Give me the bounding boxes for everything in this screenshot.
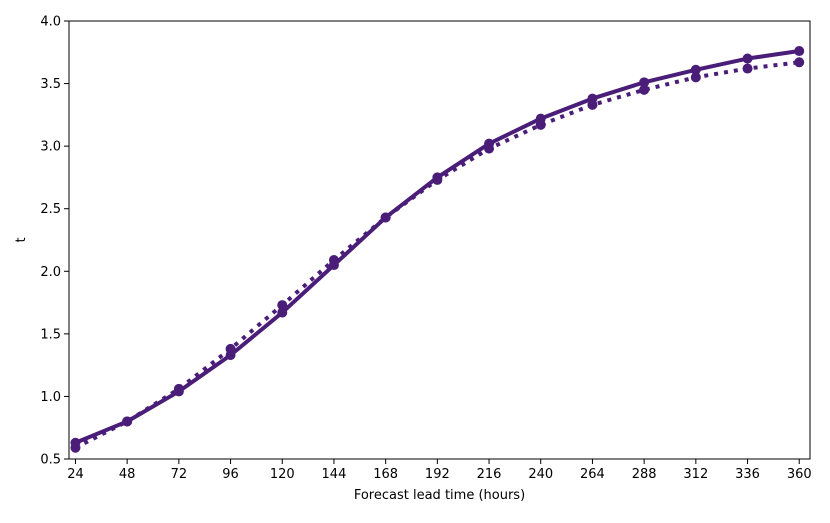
data-point bbox=[690, 64, 701, 75]
data-point bbox=[742, 63, 753, 74]
data-point bbox=[535, 113, 546, 124]
data-point bbox=[432, 172, 443, 183]
data-point bbox=[639, 77, 650, 88]
data-point bbox=[70, 437, 81, 448]
data-point bbox=[122, 416, 133, 427]
y-tick-label: 3.0 bbox=[40, 140, 61, 155]
y-tick-label: 3.5 bbox=[40, 77, 61, 92]
data-point bbox=[225, 350, 236, 361]
data-point bbox=[587, 93, 598, 104]
series-line-solid bbox=[73, 49, 802, 445]
data-point bbox=[794, 57, 805, 68]
x-tick-label: 216 bbox=[477, 467, 502, 482]
x-tick-label: 48 bbox=[119, 467, 136, 482]
data-point bbox=[173, 386, 184, 397]
data-point bbox=[742, 53, 753, 64]
x-tick-label: 168 bbox=[373, 467, 398, 482]
y-axis-ticks: 0.5 1.0 1.5 2.0 2.5 3.0 3.5 4.0 bbox=[40, 15, 69, 468]
x-tick-label: 312 bbox=[683, 467, 708, 482]
data-point bbox=[380, 212, 391, 223]
x-tick-label: 96 bbox=[222, 467, 239, 482]
x-axis-label: Forecast lead time (hours) bbox=[354, 488, 525, 503]
x-tick-label: 288 bbox=[632, 467, 657, 482]
y-tick-label: 1.5 bbox=[40, 327, 61, 342]
x-tick-label: 24 bbox=[67, 467, 84, 482]
x-tick-label: 192 bbox=[425, 467, 450, 482]
y-axis-label: t bbox=[14, 237, 29, 242]
data-point bbox=[484, 138, 495, 149]
plot-frame bbox=[68, 20, 811, 460]
data-point bbox=[794, 46, 805, 57]
y-tick-label: 4.0 bbox=[40, 15, 61, 30]
x-tick-label: 120 bbox=[270, 467, 295, 482]
x-tick-label: 360 bbox=[787, 467, 812, 482]
x-tick-label: 336 bbox=[735, 467, 760, 482]
x-axis-ticks: 24 48 72 96 120 144 168 192 216 240 264 288 312 336 36… bbox=[67, 459, 812, 482]
x-tick-label: 240 bbox=[528, 467, 553, 482]
series-layer bbox=[70, 46, 805, 453]
y-tick-label: 1.0 bbox=[40, 390, 61, 405]
data-point bbox=[277, 307, 288, 318]
data-point bbox=[690, 72, 701, 83]
y-tick-label: 2.5 bbox=[40, 202, 61, 217]
y-tick-label: 0.5 bbox=[40, 453, 61, 468]
x-tick-label: 264 bbox=[580, 467, 605, 482]
plot-border bbox=[68, 20, 811, 460]
data-point bbox=[328, 260, 339, 271]
series-solid bbox=[70, 46, 805, 448]
x-tick-label: 72 bbox=[171, 467, 188, 482]
x-tick-label: 144 bbox=[322, 467, 347, 482]
data-point bbox=[639, 84, 650, 95]
y-tick-label: 2.0 bbox=[40, 265, 61, 280]
